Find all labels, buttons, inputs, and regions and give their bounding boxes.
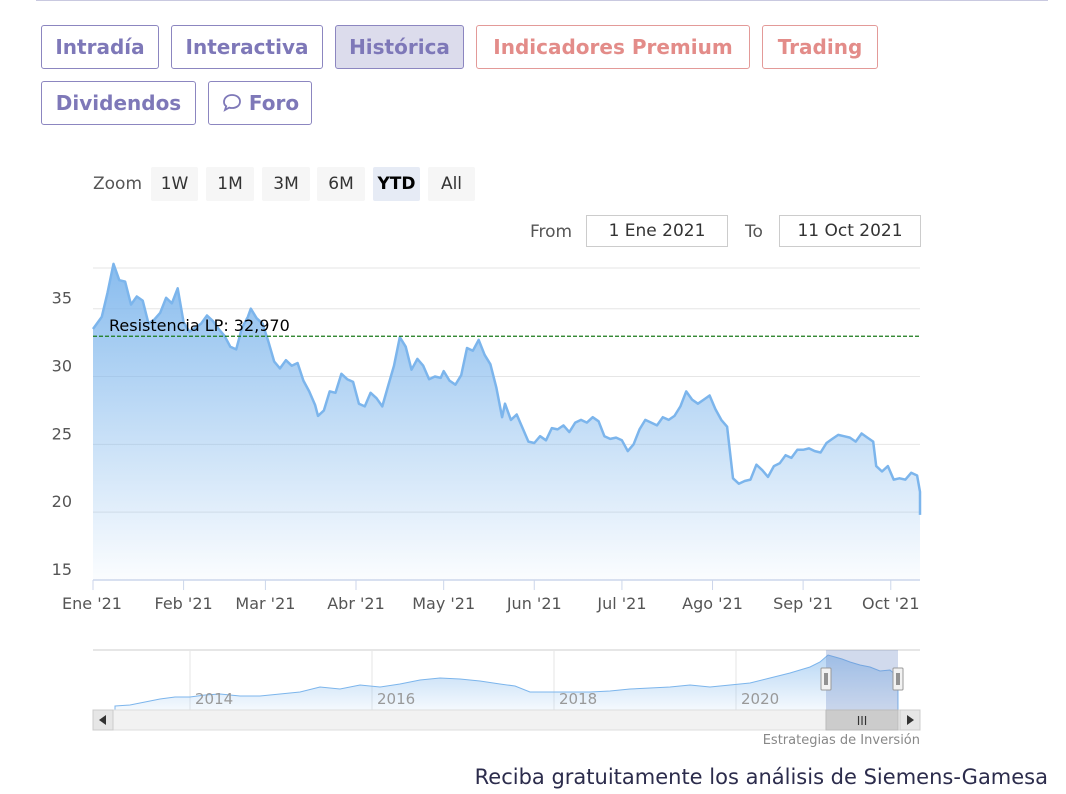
tab-label: Foro <box>248 91 300 115</box>
tab-interactiva[interactable]: Interactiva <box>171 25 323 69</box>
x-tick-label: Ago '21 <box>682 594 743 613</box>
navigator-year-label: 2020 <box>741 690 779 708</box>
y-tick-label: 35 <box>52 289 72 308</box>
x-tick-label: Jul '21 <box>596 594 646 613</box>
tab-trading[interactable]: Trading <box>762 25 878 69</box>
tab-dividendos[interactable]: Dividendos <box>41 81 196 125</box>
to-label: To <box>745 222 763 242</box>
x-tick-label: Ene '21 <box>62 594 122 613</box>
zoom-ytd-button[interactable]: YTD <box>373 167 420 201</box>
x-tick-label: Oct '21 <box>862 594 920 613</box>
to-date-input[interactable] <box>779 215 921 247</box>
navigator-series <box>114 654 899 711</box>
tab-label: Intradía <box>55 35 145 59</box>
scrollbar-thumb[interactable] <box>825 709 899 731</box>
scrollbar-grip-icon: III <box>857 714 868 728</box>
y-tick-label: 25 <box>52 424 72 443</box>
cta-text[interactable]: Reciba gratuitamente los análisis de Sie… <box>474 765 1048 789</box>
price-chart[interactable]: 15 20 25 30 35 Resistencia LP: 32,970 Ene '2… <box>0 0 1066 620</box>
chevron-right-icon <box>907 715 914 725</box>
resistance-label: Resistencia LP: 32,970 <box>109 316 290 335</box>
y-tick-label: 20 <box>52 492 72 511</box>
navigator-right-handle[interactable] <box>892 667 904 691</box>
tab-intradia[interactable]: Intradía <box>41 25 159 69</box>
tab-foro[interactable]: Foro <box>208 81 312 125</box>
x-tick-label: Mar '21 <box>235 594 295 613</box>
navigator-year-label: 2014 <box>195 690 233 708</box>
navigator-year-label: 2016 <box>377 690 415 708</box>
zoom-all-button[interactable]: All <box>428 167 475 201</box>
navigator-year-label: 2018 <box>559 690 597 708</box>
price-area <box>93 263 920 580</box>
x-tick-label: Jun '21 <box>506 594 562 613</box>
from-label: From <box>530 222 573 242</box>
zoom-1w-button[interactable]: 1W <box>151 167 198 201</box>
speech-bubbles-icon <box>222 94 241 112</box>
chart-credit[interactable]: Estrategias de Inversión <box>762 733 920 748</box>
zoom-label: Zoom <box>93 174 143 194</box>
x-tick-label: Sep '21 <box>773 594 833 613</box>
zoom-1m-button[interactable]: 1M <box>206 167 254 201</box>
scrollbar-right-arrow[interactable] <box>899 709 921 731</box>
navigator-left-handle[interactable] <box>820 667 832 691</box>
tab-historica[interactable]: Histórica <box>335 25 464 69</box>
tab-label: Histórica <box>349 35 450 59</box>
x-tick-label: Abr '21 <box>327 594 385 613</box>
tab-label: Dividendos <box>55 91 182 115</box>
tab-label: Trading <box>777 35 863 59</box>
chevron-left-icon <box>99 715 106 725</box>
x-tick-label: Feb '21 <box>155 594 213 613</box>
scrollbar-left-arrow[interactable] <box>92 709 114 731</box>
scrollbar-track[interactable] <box>92 709 921 731</box>
from-date-input[interactable] <box>586 215 728 247</box>
y-tick-label: 30 <box>52 357 72 376</box>
x-tick-label: May '21 <box>412 594 475 613</box>
zoom-6m-button[interactable]: 6M <box>317 167 365 201</box>
navigator[interactable]: 2014 2016 2018 2020 III <box>0 640 1066 740</box>
zoom-3m-button[interactable]: 3M <box>262 167 310 201</box>
tab-label: Indicadores Premium <box>493 35 733 59</box>
y-tick-label: 15 <box>52 560 72 579</box>
top-divider <box>36 0 1048 1</box>
navigator-selection-mask[interactable] <box>826 650 898 710</box>
tab-indicadores-premium[interactable]: Indicadores Premium <box>476 25 750 69</box>
tab-label: Interactiva <box>185 35 309 59</box>
price-line <box>91 262 922 515</box>
